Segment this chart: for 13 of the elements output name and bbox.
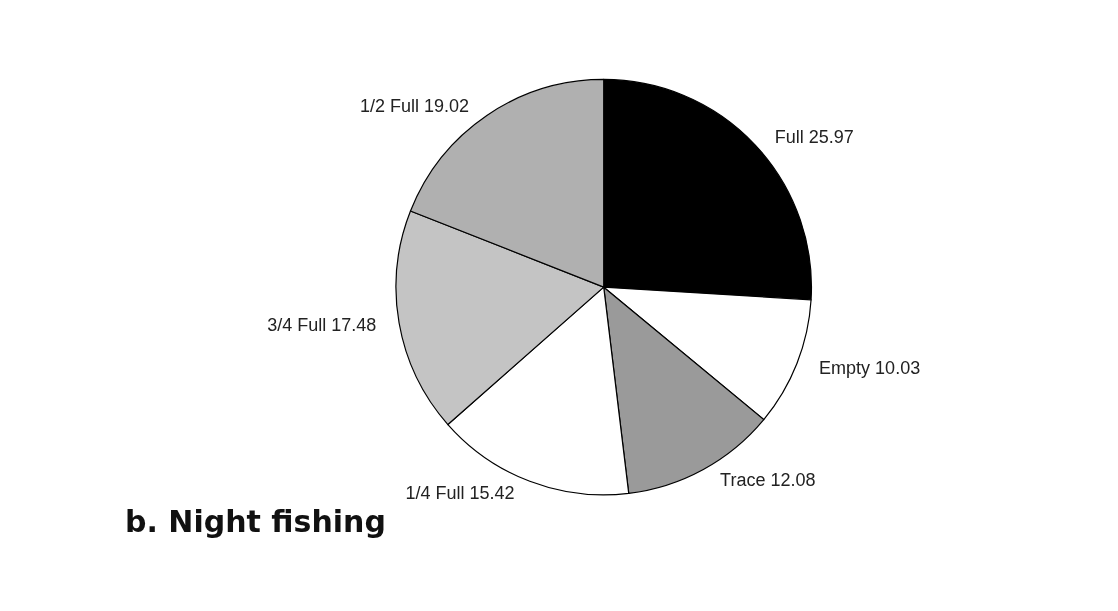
- data-label: 15.42: [469, 482, 515, 503]
- data-label: 17.48: [331, 315, 377, 336]
- slice-label: Trace: [720, 470, 766, 490]
- text: b. Night fishing: [125, 503, 386, 539]
- slice-label: Empty: [819, 357, 871, 378]
- slice-label: 1/2 Full: [360, 95, 420, 116]
- data-label: 10.03: [875, 357, 921, 378]
- slice-label: 1/4 Full: [405, 482, 465, 503]
- data-label: 19.02: [424, 95, 470, 116]
- data-label: 12.08: [770, 470, 816, 490]
- slice-label: Full: [774, 126, 804, 147]
- data-label: 25.97: [808, 126, 854, 147]
- slice-label: 3/4 Full: [267, 315, 327, 336]
